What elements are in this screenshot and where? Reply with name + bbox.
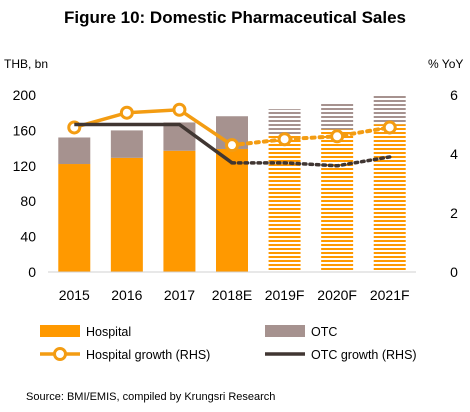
otc-growth-forecast-line <box>230 155 392 168</box>
left-tick-label: 40 <box>20 229 36 245</box>
legend-label: Hospital <box>86 325 131 339</box>
hospital-bar <box>216 148 248 272</box>
hospital-bar <box>268 134 301 272</box>
hospital-bar <box>110 157 143 272</box>
right-tick-label: 0 <box>450 264 458 280</box>
legend: Hospital OTC Hospital growth (RHS) OTC grow… <box>40 325 417 362</box>
x-tick-label: 2015 <box>59 287 90 303</box>
otc-growth-line <box>74 122 234 165</box>
left-tick-label: 160 <box>13 122 37 138</box>
x-tick-label: 2018E <box>212 287 252 303</box>
x-tick-label: 2019F <box>265 287 305 303</box>
hospital-bar <box>163 150 196 272</box>
right-tick-label: 4 <box>450 146 458 162</box>
right-tick-label: 2 <box>450 205 458 221</box>
chart-title: Figure 10: Domestic Pharmaceutical Sales <box>63 8 407 27</box>
x-tick-label: 2020F <box>317 287 357 303</box>
left-tick-label: 200 <box>13 87 37 103</box>
right-axis-label: % YoY <box>428 57 463 71</box>
hospital-bar <box>321 129 354 272</box>
hospital-bar <box>373 124 406 272</box>
hospital-growth-point <box>277 132 292 147</box>
hospital-growth-point <box>382 120 397 135</box>
hospital-growth-point <box>330 129 345 144</box>
legend-label: OTC <box>311 325 337 339</box>
hospital-growth-point <box>172 102 187 117</box>
hospital-growth-point <box>119 105 134 120</box>
otc-bar <box>321 102 354 130</box>
hospital-growth-line <box>73 107 233 147</box>
x-tick-label: 2016 <box>111 287 142 303</box>
legend-label: Hospital growth (RHS) <box>86 348 210 362</box>
otc-bar <box>268 109 301 135</box>
legend-swatch <box>40 325 80 337</box>
x-tick-label: 2017 <box>164 287 195 303</box>
plot-area: 0 40 80 120 160 200 0 2 4 6 2015 2016 2017 2018E 2019F… <box>13 87 458 303</box>
left-axis-label: THB, bn <box>4 57 48 71</box>
x-tick-label: 2021F <box>370 287 410 303</box>
hospital-bar <box>58 164 91 272</box>
hospital-growth-point <box>225 138 239 153</box>
legend-label: OTC growth (RHS) <box>311 348 417 362</box>
otc-bar <box>110 130 143 158</box>
legend-swatch <box>265 325 305 337</box>
legend-marker <box>53 347 67 361</box>
otc-bar <box>58 137 91 165</box>
right-tick-label: 6 <box>450 87 458 103</box>
source-note: Source: BMI/EMIS, compiled by Krungsri R… <box>26 391 276 403</box>
left-tick-label: 120 <box>13 158 37 174</box>
hospital-growth-forecast-line <box>230 125 392 148</box>
otc-bar <box>163 122 196 151</box>
otc-bar <box>373 95 406 125</box>
left-tick-label: 0 <box>28 264 36 280</box>
left-tick-label: 80 <box>20 193 36 209</box>
